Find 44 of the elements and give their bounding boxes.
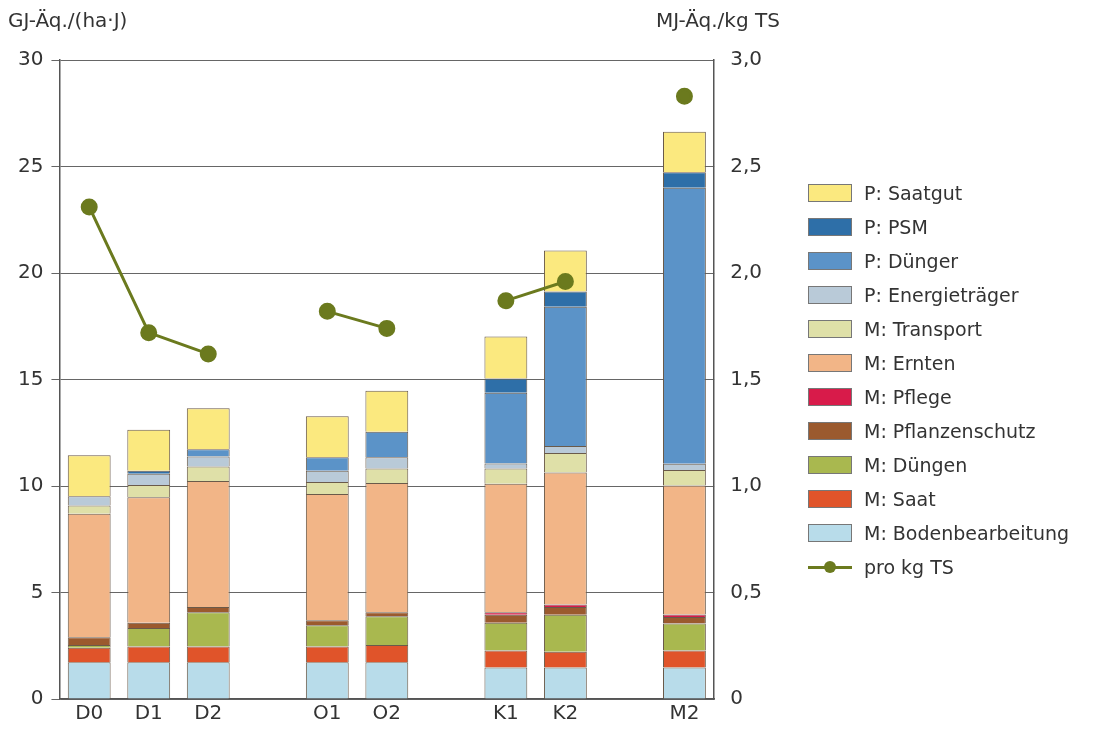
y-tick-label: 30 xyxy=(18,46,44,71)
legend-label: M: Bodenbearbeitung xyxy=(864,521,1070,544)
point xyxy=(199,345,217,363)
y2-tick-label: 3,0 xyxy=(730,46,763,71)
x-tick-label: D0 xyxy=(75,700,104,725)
y2-tick-label: 0 xyxy=(730,685,743,710)
legend-label: M: Ernten xyxy=(864,351,956,374)
y2-tick-label: 2,0 xyxy=(730,259,763,284)
y2-tick-label: 2,5 xyxy=(730,152,763,177)
x-tick-label: D1 xyxy=(134,700,163,725)
point xyxy=(378,319,396,337)
legend-label: M: Düngen xyxy=(864,453,968,476)
y2-tick-label: 0,5 xyxy=(730,578,763,603)
legend-label: pro kg TS xyxy=(864,555,954,578)
legend-label: P: Energieträger xyxy=(864,283,1019,306)
x-tick-label: K2 xyxy=(552,700,579,725)
y-tick-label: 25 xyxy=(18,152,44,177)
legend-label: P: PSM xyxy=(864,215,928,238)
y2-tick-label: 1,5 xyxy=(730,365,763,390)
y-axis-title: GJ-Äq./(ha·J) xyxy=(8,8,128,32)
y-tick-label: 15 xyxy=(18,365,44,390)
legend-label: P: Dünger xyxy=(864,249,959,272)
point xyxy=(497,292,515,310)
legend-label: M: Saat xyxy=(864,487,936,510)
x-tick-label: O2 xyxy=(372,700,402,725)
point xyxy=(140,324,158,342)
point xyxy=(556,273,574,291)
point xyxy=(675,87,693,105)
x-tick-label: K1 xyxy=(492,700,519,725)
y-tick-label: 20 xyxy=(18,259,44,284)
point xyxy=(80,198,98,216)
legend-label: M: Pflanzenschutz xyxy=(864,419,1036,442)
legend-label: M: Pflege xyxy=(864,385,952,408)
legend-label: M: Transport xyxy=(864,317,982,340)
y-tick-label: 10 xyxy=(18,472,44,497)
y2-tick-label: 1,0 xyxy=(730,472,763,497)
x-tick-label: M2 xyxy=(669,700,700,725)
point xyxy=(318,302,336,320)
x-tick-label: D2 xyxy=(194,700,223,725)
y2-axis-title: MJ-Äq./kg TS xyxy=(656,8,780,32)
x-tick-label: O1 xyxy=(313,700,342,725)
y-tick-label: 0 xyxy=(30,685,44,710)
y-tick-label: 5 xyxy=(30,578,44,603)
legend-label: P: Saatgut xyxy=(864,181,963,204)
